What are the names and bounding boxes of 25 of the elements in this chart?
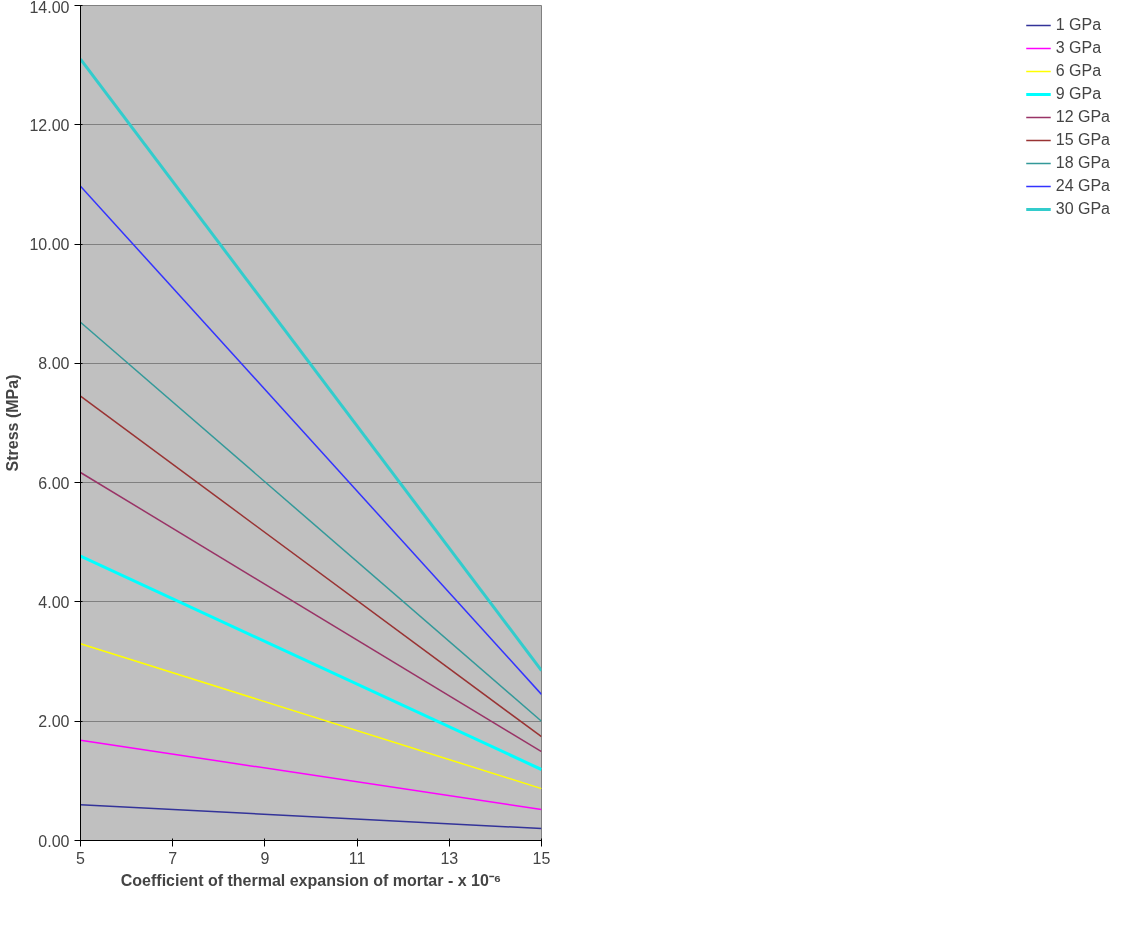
y-tick-label: 14.00	[29, 0, 70, 16]
x-axis-title: Coefficient of thermal expansion of mortar - x 10⁻⁶	[120, 871, 502, 889]
x-tick-label: 11	[348, 849, 366, 867]
y-tick-label: 2.00	[38, 713, 70, 731]
y-tick-label: 6.00	[38, 474, 70, 492]
x-tick-label: 5	[76, 849, 86, 867]
y-tick-label: 12.00	[29, 116, 70, 134]
y-axis-title: Stress (MPa)	[4, 374, 22, 472]
y-tick-label: 8.00	[38, 355, 70, 373]
x-tick-label: 13	[440, 849, 459, 867]
legend-label: 18 GPa	[1055, 154, 1110, 172]
legend-label: 1 GPa	[1055, 16, 1102, 34]
legend-label: 3 GPa	[1055, 39, 1102, 57]
x-tick-label: 7	[168, 849, 178, 867]
legend-label: 9 GPa	[1055, 85, 1102, 103]
y-tick-label: 0.00	[38, 832, 70, 850]
y-tick-label: 10.00	[29, 236, 70, 254]
legend-label: 15 GPa	[1055, 131, 1110, 149]
legend-label: 24 GPa	[1055, 177, 1110, 195]
x-tick-label: 15	[532, 849, 551, 867]
legend-label: 12 GPa	[1055, 108, 1110, 126]
y-tick-label: 4.00	[38, 593, 70, 611]
legend-label: 6 GPa	[1055, 62, 1102, 80]
legend-label: 30 GPa	[1055, 200, 1110, 218]
x-tick-label: 9	[260, 849, 270, 867]
